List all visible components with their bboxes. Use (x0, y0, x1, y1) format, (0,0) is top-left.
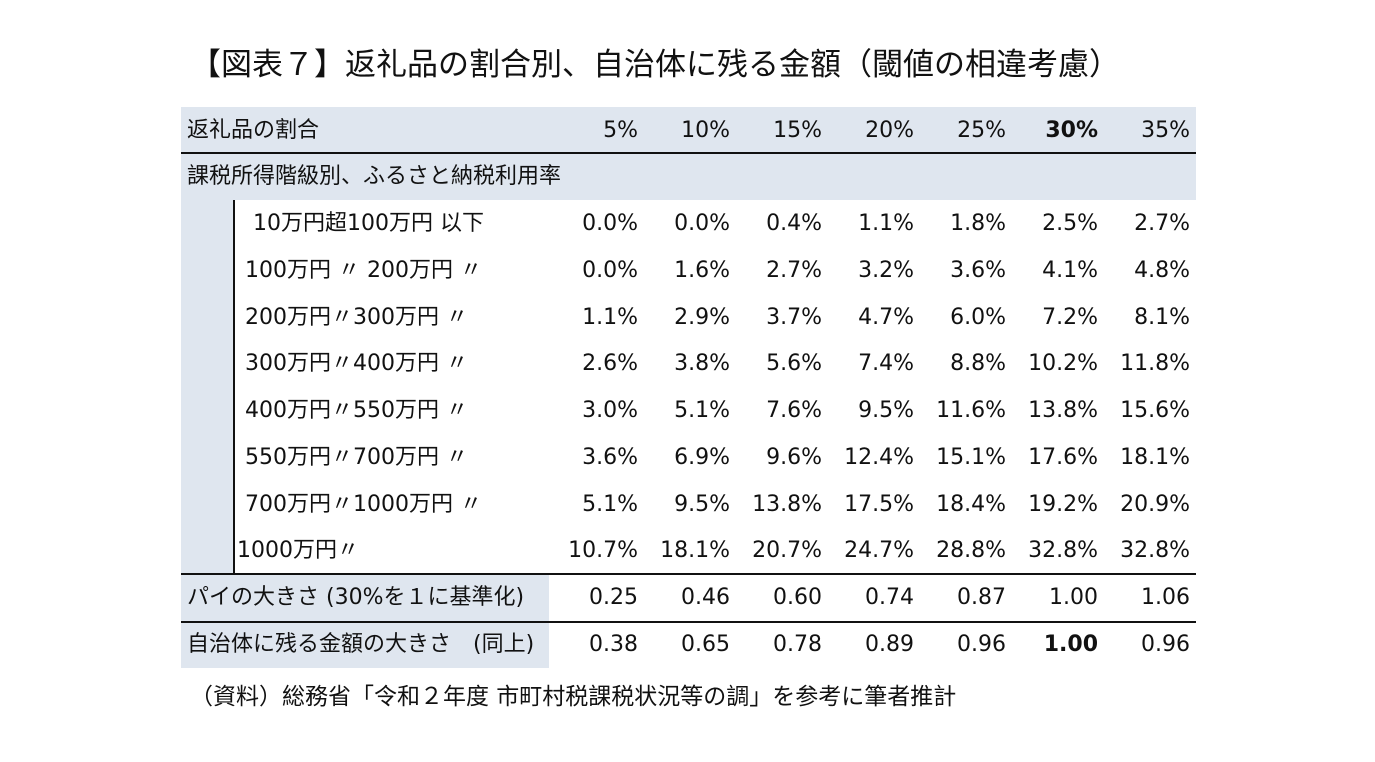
section-band (181, 154, 1196, 200)
table-cell: 2.6% (582, 351, 638, 377)
table-cell: 10.7% (568, 538, 638, 564)
header-band (181, 107, 1196, 153)
table-cell: 18.4% (936, 491, 1006, 517)
table-cell: 7.6% (766, 398, 822, 423)
income-section-rule (181, 573, 1196, 575)
table-cell: 5.1% (674, 398, 730, 423)
table-cell: 8.8% (950, 351, 1006, 377)
table-cell: 1.1% (582, 304, 638, 330)
table-cell: 15.1% (936, 444, 1006, 470)
table-cell: 15.6% (1120, 398, 1190, 423)
table-cell: 3.7% (766, 304, 822, 330)
income-row-label: 1000万円〃 (237, 538, 359, 564)
table-cell: 5.1% (582, 491, 638, 517)
table-cell: 9.5% (858, 398, 914, 423)
table-cell: 0.87 (957, 585, 1006, 610)
table-cell: 7.4% (858, 351, 914, 377)
table-cell: 24.7% (844, 538, 914, 564)
table-cell: 3.2% (858, 257, 914, 283)
table-cell: 32.8% (1028, 538, 1098, 564)
table-cell: 20.7% (752, 538, 822, 564)
table-cell: 17.5% (844, 491, 914, 517)
table-cell: 7.2% (1042, 304, 1098, 330)
table-cell: 1.00 (1049, 585, 1098, 610)
chart-title: 【図表７】返礼品の割合別、自治体に残る金額（閾値の相違考慮） (190, 47, 1120, 83)
table-cell: 28.8% (936, 538, 1006, 564)
column-header: 10% (681, 118, 730, 143)
table-cell: 0.0% (582, 211, 638, 236)
table-cell: 18.1% (660, 538, 730, 564)
income-row-label: 100万円 〃 200万円 〃 (245, 257, 482, 283)
income-row-label: 10万円超100万円 以下 (253, 211, 484, 236)
income-row-label: 200万円〃300万円 〃 (245, 304, 468, 330)
table-cell: 0.89 (865, 631, 914, 657)
table-cell: 4.7% (858, 304, 914, 330)
header-rule (181, 152, 1196, 154)
table-cell: 18.1% (1120, 444, 1190, 470)
source-note: （資料）総務省「令和２年度 市町村税課税状況等の調」を参考に筆者推計 (190, 684, 957, 710)
table-cell: 1.6% (674, 257, 730, 283)
table-cell: 19.2% (1028, 491, 1098, 517)
table-cell: 0.25 (589, 585, 638, 610)
table-cell: 0.74 (865, 585, 914, 610)
table-cell: 3.8% (674, 351, 730, 377)
table-cell: 0.96 (957, 631, 1006, 657)
table-cell: 6.9% (674, 444, 730, 470)
income-row-label: 700万円〃1000万円 〃 (245, 491, 482, 517)
table-cell: 8.1% (1134, 304, 1190, 330)
table-cell: 2.7% (1134, 211, 1190, 236)
table-cell: 10.2% (1028, 351, 1098, 377)
table-cell: 2.9% (674, 304, 730, 330)
table-cell: 32.8% (1120, 538, 1190, 564)
table-cell: 2.7% (766, 257, 822, 283)
column-header: 20% (865, 118, 914, 143)
section-label: 課税所得階級別、ふるさと納税利用率 (187, 164, 562, 189)
table-cell: 0.38 (589, 631, 638, 657)
data-table: 返礼品の割合 課税所得階級別、ふるさと納税利用率 5% 10% 15% 20% 25% 3… (181, 107, 1196, 668)
table-cell: 1.00 (1043, 631, 1098, 657)
summary-rule (181, 621, 1196, 623)
table-cell: 3.6% (950, 257, 1006, 283)
table-cell: 20.9% (1120, 491, 1190, 517)
table-cell: 9.5% (674, 491, 730, 517)
column-header: 35% (1141, 118, 1190, 143)
table-cell: 13.8% (752, 491, 822, 517)
table-cell: 17.6% (1028, 444, 1098, 470)
table-cell: 5.6% (766, 351, 822, 377)
table-cell: 1.8% (950, 211, 1006, 236)
table-cell: 3.0% (582, 398, 638, 423)
table-cell: 0.4% (766, 211, 822, 236)
table-cell: 1.06 (1141, 585, 1190, 610)
income-row-label: 300万円〃400万円 〃 (245, 351, 468, 377)
income-row-label: 400万円〃550万円 〃 (245, 398, 468, 423)
column-header: 15% (773, 118, 822, 143)
table-cell: 0.0% (582, 257, 638, 283)
table-cell: 0.65 (681, 631, 730, 657)
table-cell: 0.96 (1141, 631, 1190, 657)
table-cell: 13.8% (1028, 398, 1098, 423)
table-cell: 0.60 (773, 585, 822, 610)
income-row-label: 550万円〃700万円 〃 (245, 444, 468, 470)
table-cell: 11.8% (1120, 351, 1190, 377)
table-cell: 1.1% (858, 211, 914, 236)
income-bracket-line (233, 200, 235, 574)
table-cell: 0.78 (773, 631, 822, 657)
table-cell: 12.4% (844, 444, 914, 470)
column-header: 25% (957, 118, 1006, 143)
summary-row-label: パイの大きさ (30%を１に基準化) (187, 585, 525, 610)
column-header: 5% (603, 118, 638, 143)
table-cell: 9.6% (766, 444, 822, 470)
table-cell: 4.8% (1134, 257, 1190, 283)
table-cell: 11.6% (936, 398, 1006, 423)
table-cell: 4.1% (1042, 257, 1098, 283)
table-cell: 2.5% (1042, 211, 1098, 236)
table-cell: 0.46 (681, 585, 730, 610)
table-cell: 0.0% (674, 211, 730, 236)
table-cell: 3.6% (582, 444, 638, 470)
summary-row-label: 自治体に残る金額の大きさ (同上) (187, 631, 535, 657)
header-label: 返礼品の割合 (187, 118, 320, 143)
income-label-area (234, 200, 550, 574)
column-header: 30% (1045, 118, 1098, 143)
table-cell: 6.0% (950, 304, 1006, 330)
